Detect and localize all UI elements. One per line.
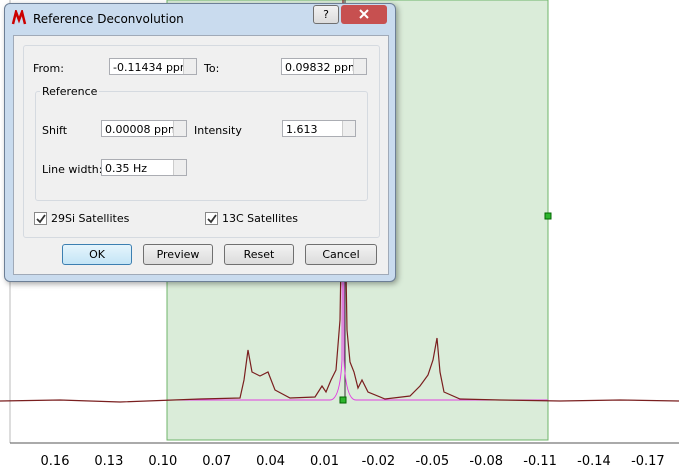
group-box <box>23 45 380 238</box>
dialog-title: Reference Deconvolution <box>33 12 184 26</box>
x-tick-label: 0.10 <box>148 454 178 469</box>
line-width-label: Line width: <box>42 163 103 176</box>
button[interactable]: Reset <box>224 244 294 265</box>
intensity-label: Intensity <box>194 124 242 137</box>
help-button[interactable]: ? <box>313 5 339 24</box>
checkbox-label: 29Si Satellites <box>51 212 130 225</box>
check-mark <box>207 214 217 224</box>
to-value: 0.09832 ppm <box>285 61 359 74</box>
intensity-input[interactable]: 1.613 <box>282 120 356 137</box>
reference-title: Reference <box>40 85 100 98</box>
x-tick-label: 0.16 <box>40 454 70 469</box>
line-width-value: 0.35 Hz <box>105 162 148 175</box>
close-button[interactable] <box>341 5 387 24</box>
from-input[interactable]: -0.11434 ppm <box>109 58 197 75</box>
from-value: -0.11434 ppm <box>113 61 191 74</box>
from-label: From: <box>33 62 64 75</box>
x-tick-label: -0.02 <box>361 454 396 469</box>
x-tick-label: 0.13 <box>94 454 124 469</box>
dialog-body: From: -0.11434 ppm To: 0.09832 ppm Refer… <box>13 35 389 275</box>
x-tick-label: -0.14 <box>577 454 611 469</box>
to-input[interactable]: 0.09832 ppm <box>281 58 367 75</box>
reference-group <box>35 91 368 201</box>
shift-input[interactable]: 0.00008 ppm <box>101 120 187 137</box>
dialog: Reference Deconvolution ? From: -0.11434… <box>4 3 396 282</box>
x-tick-label: -0.05 <box>415 454 450 469</box>
shift-value: 0.00008 ppm <box>105 123 179 136</box>
x-tick-label: 0.04 <box>256 454 286 469</box>
x-tick-label: -0.11 <box>523 454 557 469</box>
checkbox[interactable] <box>205 212 218 225</box>
x-tick-label: 0.07 <box>202 454 232 469</box>
button[interactable]: OK <box>62 244 132 265</box>
intensity-value: 1.613 <box>286 123 318 136</box>
x-tick-label: -0.08 <box>469 454 503 469</box>
x-tick-label: -0.17 <box>631 454 665 469</box>
checkbox[interactable] <box>34 212 47 225</box>
shift-label: Shift <box>42 124 68 137</box>
check-mark <box>36 214 46 224</box>
app-icon <box>11 10 27 25</box>
checkbox-label: 13C Satellites <box>222 212 298 225</box>
button[interactable]: Cancel <box>305 244 377 265</box>
button[interactable]: Preview <box>143 244 213 265</box>
line-width-input[interactable]: 0.35 Hz <box>101 159 187 176</box>
to-label: To: <box>204 62 220 75</box>
x-tick-label: 0.01 <box>310 454 339 469</box>
